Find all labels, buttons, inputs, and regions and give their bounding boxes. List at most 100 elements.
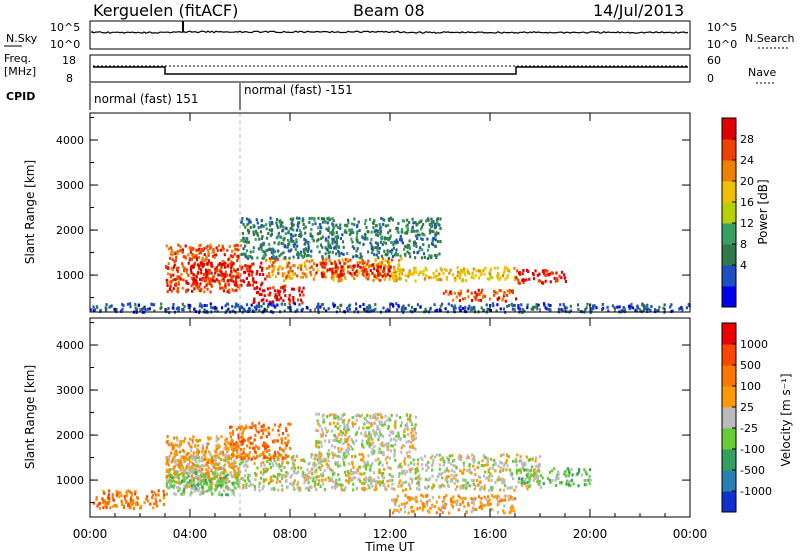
power-cell xyxy=(393,279,396,283)
velocity-cell xyxy=(503,481,506,485)
velocity-cell xyxy=(403,444,406,448)
velocity-colorbar-swatch xyxy=(722,323,736,345)
power-cell xyxy=(122,304,125,308)
velocity-cell xyxy=(434,455,437,459)
velocity-cell xyxy=(505,459,508,462)
velocity-cell xyxy=(186,465,189,469)
velocity-cell xyxy=(107,493,111,497)
velocity-cell xyxy=(213,463,216,466)
velocity-cell xyxy=(487,478,490,482)
velocity-cell xyxy=(199,470,203,474)
velocity-cell xyxy=(515,459,518,463)
velocity-cell xyxy=(105,506,108,509)
velocity-cell xyxy=(383,422,386,426)
power-cell xyxy=(589,307,592,311)
power-cell xyxy=(355,270,358,274)
power-cell xyxy=(406,218,409,222)
velocity-cell xyxy=(178,479,181,483)
velocity-cell xyxy=(324,439,327,443)
power-cell xyxy=(276,226,279,230)
power-cell xyxy=(394,270,398,274)
power-cell xyxy=(526,306,529,310)
power-cell xyxy=(198,309,201,313)
velocity-cell xyxy=(174,450,177,454)
power-cell xyxy=(419,270,422,274)
velocity-cell xyxy=(414,436,417,440)
velocity-cell xyxy=(442,504,445,508)
power-cell xyxy=(408,269,411,273)
velocity-cell xyxy=(244,455,247,459)
velocity-cell xyxy=(368,437,371,441)
power-cell xyxy=(409,255,412,259)
velocity-cell xyxy=(205,461,208,465)
velocity-cell xyxy=(570,478,574,482)
power-cell xyxy=(477,288,480,292)
velocity-cell xyxy=(285,479,288,482)
velocity-cell xyxy=(488,488,491,492)
velocity-cell xyxy=(509,510,512,514)
power-cell xyxy=(464,273,467,277)
power-cell xyxy=(261,242,264,246)
power-cell xyxy=(262,224,265,228)
power-cell xyxy=(397,231,400,234)
velocity-cell xyxy=(381,424,384,427)
power-cell xyxy=(496,303,499,307)
power-cell xyxy=(203,290,206,294)
velocity-cell xyxy=(330,429,334,433)
velocity-cell xyxy=(333,445,336,449)
power-cell xyxy=(279,264,282,268)
velocity-cell xyxy=(350,437,353,441)
velocity-cell xyxy=(317,474,320,478)
velocity-cell xyxy=(410,431,413,435)
velocity-cell xyxy=(219,475,222,479)
velocity-cell xyxy=(345,423,348,427)
power-cell xyxy=(317,311,320,315)
velocity-cell xyxy=(388,433,391,437)
power-cell xyxy=(295,228,298,232)
velocity-cell xyxy=(297,470,300,474)
velocity-cell xyxy=(240,452,243,456)
velocity-cell xyxy=(253,446,256,450)
velocity-cell xyxy=(195,467,199,471)
velocity-cell xyxy=(345,454,348,458)
power-cell xyxy=(267,232,270,235)
velocity-cell xyxy=(231,481,234,485)
power-cell xyxy=(311,258,314,262)
velocity-cell xyxy=(489,466,492,470)
velocity-cell xyxy=(317,453,320,457)
velocity-cell xyxy=(118,495,121,499)
power-cell xyxy=(249,269,252,273)
power-cell xyxy=(362,274,366,278)
velocity-cell xyxy=(112,504,115,508)
power-cell xyxy=(452,305,455,309)
velocity-cell xyxy=(134,490,137,494)
velocity-cell xyxy=(371,441,374,445)
power-cell xyxy=(504,277,507,281)
velocity-cell xyxy=(351,440,354,444)
power-cell xyxy=(289,308,293,312)
power-cell xyxy=(177,309,180,313)
velocity-cell xyxy=(184,471,187,475)
power-cell xyxy=(169,273,172,277)
velocity-cell xyxy=(576,472,579,476)
velocity-cell xyxy=(453,500,456,504)
power-cell xyxy=(663,303,666,307)
power-cell xyxy=(406,246,409,249)
velocity-cell xyxy=(134,492,137,496)
velocity-cell xyxy=(462,500,465,504)
power-cell xyxy=(205,255,208,259)
velocity-cell xyxy=(216,481,219,485)
velocity-cell xyxy=(219,477,222,481)
velocity-cell xyxy=(154,493,158,497)
power-cell xyxy=(424,307,427,311)
velocity-cell xyxy=(484,456,488,460)
velocity-cell xyxy=(587,478,590,482)
power-cell xyxy=(403,219,406,223)
power-cell xyxy=(501,297,504,301)
velocity-cell xyxy=(394,458,397,462)
power-cell xyxy=(439,304,442,308)
velocity-cell xyxy=(192,453,195,457)
power-cell xyxy=(295,240,298,244)
velocity-cell xyxy=(462,484,465,488)
power-cell xyxy=(407,303,410,307)
